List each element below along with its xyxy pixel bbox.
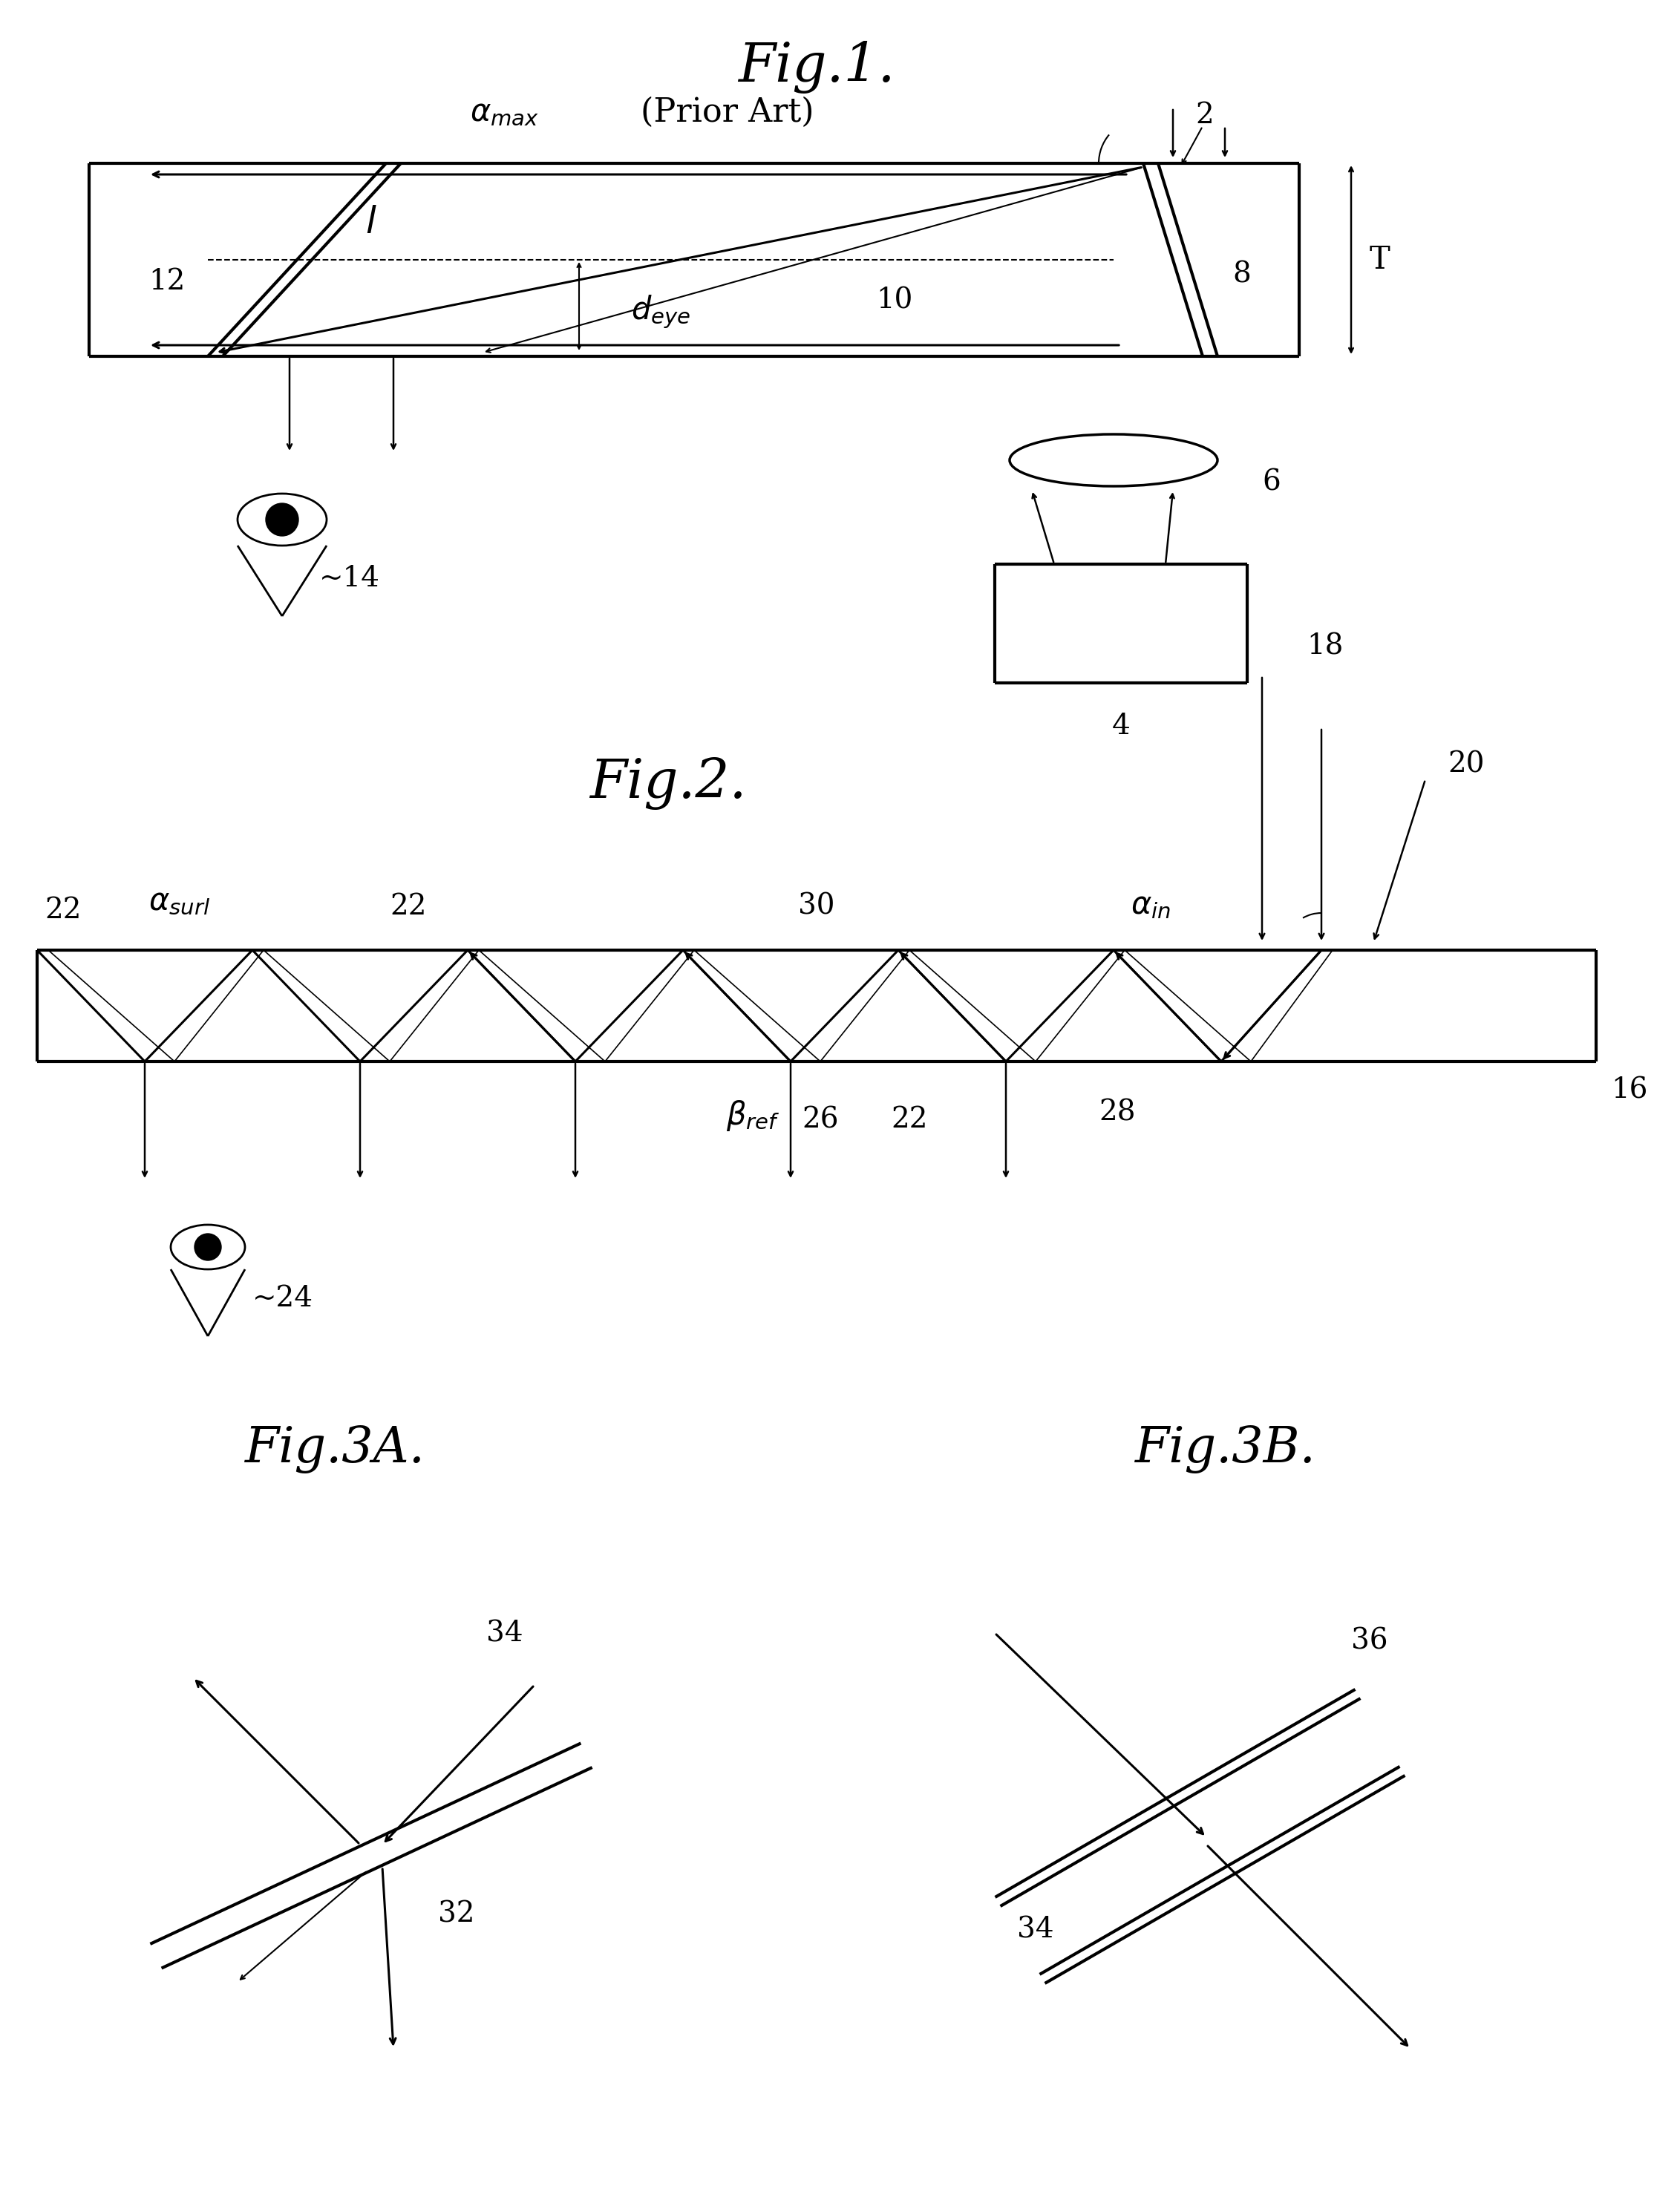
Text: $\mathit{l}$: $\mathit{l}$ — [366, 204, 377, 241]
Text: 16: 16 — [1611, 1077, 1647, 1104]
Text: Fig.2.: Fig.2. — [589, 757, 746, 810]
Text: $\alpha_{max}$: $\alpha_{max}$ — [470, 97, 539, 128]
Text: 32: 32 — [438, 1900, 475, 1927]
Text: 18: 18 — [1307, 633, 1343, 661]
Text: ~24: ~24 — [253, 1285, 313, 1312]
Text: 2: 2 — [1196, 102, 1214, 128]
Text: Fig.1.: Fig.1. — [738, 40, 895, 93]
Text: T: T — [1370, 243, 1391, 274]
Circle shape — [195, 1234, 222, 1261]
Text: 10: 10 — [877, 288, 913, 314]
Text: 36: 36 — [1351, 1628, 1388, 1655]
Text: Fig.3A.: Fig.3A. — [243, 1425, 423, 1473]
Text: 22: 22 — [390, 894, 427, 920]
Text: 30: 30 — [799, 894, 835, 920]
Text: 22: 22 — [892, 1106, 928, 1133]
Circle shape — [266, 504, 298, 535]
Text: $\beta_{ref}$: $\beta_{ref}$ — [726, 1099, 779, 1133]
Text: 22: 22 — [45, 896, 81, 925]
Text: 34: 34 — [486, 1621, 523, 1648]
Text: 26: 26 — [802, 1106, 839, 1133]
Text: 20: 20 — [1447, 750, 1484, 779]
Text: ~14: ~14 — [319, 566, 380, 593]
Text: 12: 12 — [149, 268, 185, 296]
Text: 34: 34 — [1017, 1916, 1054, 1944]
Text: $\alpha_{surl}$: $\alpha_{surl}$ — [149, 885, 210, 916]
Text: 6: 6 — [1262, 469, 1280, 495]
Text: $\alpha_{in}$: $\alpha_{in}$ — [1131, 889, 1171, 920]
Text: (Prior Art): (Prior Art) — [640, 97, 814, 128]
Text: Fig.3B.: Fig.3B. — [1135, 1425, 1315, 1473]
Text: 8: 8 — [1232, 261, 1250, 288]
Text: 4: 4 — [1111, 712, 1130, 741]
Text: 28: 28 — [1098, 1099, 1135, 1126]
Text: $d_{eye}$: $d_{eye}$ — [632, 294, 691, 330]
